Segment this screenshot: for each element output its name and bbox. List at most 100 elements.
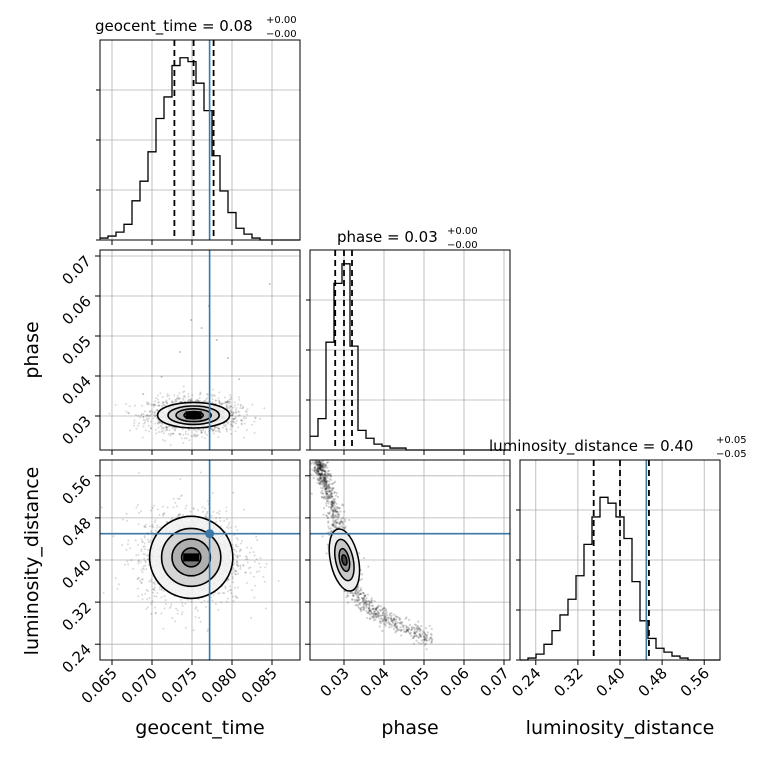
sample-point: [355, 594, 358, 597]
sample-point: [330, 483, 333, 486]
sample-point: [323, 469, 326, 472]
sample-point: [324, 498, 327, 501]
sample-point: [325, 483, 328, 486]
sample-point: [423, 632, 426, 635]
sample-point: [333, 510, 336, 513]
sample-point: [383, 616, 387, 619]
sample-point: [377, 605, 380, 608]
sample-point: [364, 600, 367, 603]
sample-point: [319, 468, 322, 471]
sample-point: [367, 565, 370, 568]
sample-point: [162, 426, 165, 429]
sample-point: [141, 404, 144, 407]
sample-point: [141, 567, 144, 570]
sample-point: [157, 421, 160, 424]
sample-point: [318, 467, 321, 470]
sample-point: [324, 481, 327, 484]
sample-point: [231, 424, 234, 427]
sample-point: [381, 617, 384, 620]
sample-point: [339, 520, 343, 523]
sample-point: [330, 502, 333, 505]
sample-point: [156, 592, 159, 595]
sample-point: [142, 413, 145, 416]
sample-point: [332, 512, 335, 515]
sample-point: [143, 548, 146, 551]
sample-point: [171, 401, 174, 404]
sample-point: [425, 637, 428, 640]
sample-point: [319, 461, 322, 465]
sample-point: [332, 524, 335, 527]
sample-point: [198, 393, 201, 396]
sample-point: [322, 513, 325, 516]
svg-text:+0.05: +0.05: [716, 435, 747, 446]
sample-point: [234, 545, 237, 548]
sample-point: [400, 628, 403, 631]
sample-point: [413, 630, 416, 634]
sample-point: [236, 403, 239, 406]
sample-point: [230, 421, 233, 424]
sample-point: [218, 591, 221, 594]
sample-point: [318, 482, 321, 485]
sample-point: [165, 520, 168, 523]
sample-point: [319, 464, 322, 467]
sample-point: [137, 414, 140, 417]
sample-point: [229, 401, 232, 404]
sample-point: [368, 602, 371, 605]
sample-point: [228, 406, 231, 409]
sample-point: [405, 626, 409, 629]
sample-point: [317, 451, 319, 453]
sample-point: [417, 641, 420, 644]
sample-point: [419, 635, 422, 638]
sample-point: [237, 414, 240, 417]
sample-point: [331, 500, 334, 504]
sample-point: [218, 402, 221, 405]
sample-point: [329, 478, 333, 481]
sample-point: [178, 513, 181, 516]
sample-point: [140, 582, 143, 585]
sample-point: [317, 470, 320, 473]
sample-point: [376, 614, 379, 618]
sample-point: [313, 466, 316, 469]
sample-point: [318, 463, 321, 466]
sample-point: [359, 606, 362, 610]
sample-point: [215, 426, 218, 429]
sample-point: [363, 594, 367, 597]
sample-point: [430, 639, 434, 642]
sample-point: [319, 464, 322, 468]
sample-point: [192, 507, 195, 510]
sample-point: [402, 628, 405, 631]
sample-point: [200, 435, 203, 438]
sample-point: [142, 552, 145, 555]
sample-point: [320, 470, 323, 473]
sample-point: [206, 393, 209, 396]
sample-point: [259, 417, 262, 420]
sample-point: [341, 521, 344, 524]
sample-point: [204, 430, 207, 433]
sample-point: [338, 506, 341, 510]
sample-point: [140, 568, 143, 571]
sample-point: [330, 503, 333, 506]
sample-point: [417, 636, 420, 640]
sample-point: [160, 430, 163, 433]
sample-point: [224, 585, 227, 588]
sample-point: [321, 473, 324, 476]
sample-point: [196, 609, 199, 612]
sample-point: [336, 507, 339, 510]
sample-point: [381, 611, 385, 614]
sample-point: [327, 484, 330, 487]
sample-point: [319, 468, 322, 471]
sample-point: [187, 433, 190, 436]
sample-point: [254, 584, 257, 587]
sample-point: [153, 581, 156, 584]
sample-point: [146, 554, 149, 557]
sample-point: [253, 420, 256, 423]
sample-point: [141, 540, 144, 543]
sample-point: [331, 509, 334, 513]
sample-point: [312, 457, 314, 459]
sample-point: [154, 415, 157, 418]
sample-point: [158, 401, 161, 404]
sample-point: [381, 619, 385, 622]
tick-label-y: 0.03: [58, 412, 94, 448]
sample-point: [228, 521, 231, 524]
sample-point: [334, 513, 337, 516]
